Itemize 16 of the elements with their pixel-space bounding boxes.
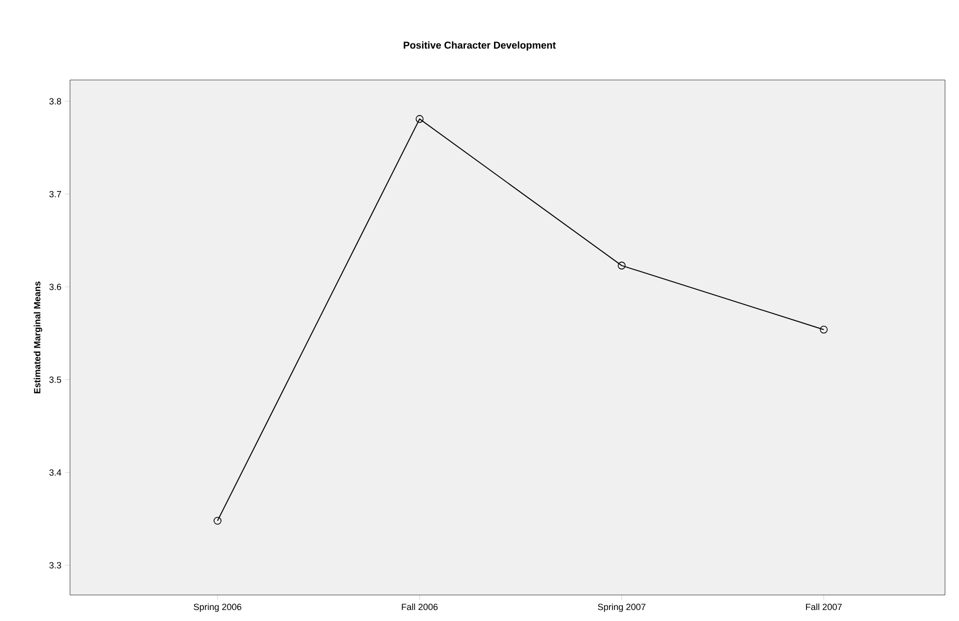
- y-axis-title: Estimated Marginal Means: [34, 282, 42, 394]
- point: [618, 262, 626, 270]
- y-tick-label: 3.4: [49, 469, 62, 476]
- chart-title: Positive Character Development: [404, 41, 556, 51]
- x-tick-label: Spring 2007: [598, 604, 646, 612]
- y-tick-label: 3.5: [49, 376, 62, 383]
- x-tick-label: Spring 2006: [194, 604, 242, 612]
- y-tick-label: 3.3: [49, 562, 62, 568]
- point: [214, 516, 222, 525]
- y-tick-label: 3.8: [49, 98, 62, 105]
- x-tick-label: Fall 2006: [402, 604, 438, 610]
- point: [820, 326, 828, 334]
- y-tick-label: 3.7: [49, 190, 62, 198]
- point: [416, 115, 424, 123]
- x-tick-label: Fall 2007: [806, 604, 842, 610]
- y-tick-label: 3.6: [49, 284, 62, 290]
